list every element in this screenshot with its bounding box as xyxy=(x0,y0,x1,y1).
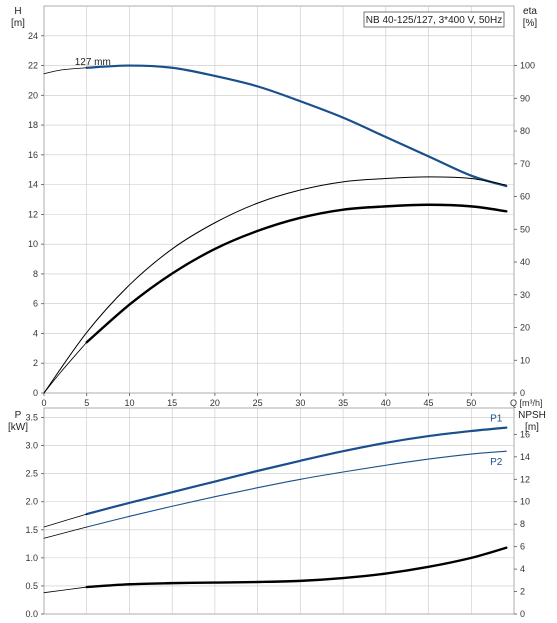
right-tick-label: 6 xyxy=(520,542,525,552)
left-tick-label: 22 xyxy=(28,61,38,71)
chart-title: NB 40-125/127, 3*400 V, 50Hz xyxy=(366,15,502,26)
right-tick-label: 12 xyxy=(520,474,530,484)
x-tick-label: 20 xyxy=(210,398,220,408)
series-line-2 xyxy=(43,176,507,394)
series-line-5 xyxy=(43,586,88,594)
left-tick-label: 6 xyxy=(33,299,38,309)
x-tick-label: 25 xyxy=(253,398,263,408)
left-tick-label: 2.5 xyxy=(25,469,38,479)
top-panel: 0246810121416182022240102030405060708090… xyxy=(11,5,543,408)
left-tick-label: 24 xyxy=(28,31,38,41)
series-label-p1: P1 xyxy=(490,414,503,425)
series-label-p2: P2 xyxy=(490,457,503,468)
left-tick-label: 10 xyxy=(28,239,38,249)
plot-frame xyxy=(43,407,515,615)
right-tick-label: 2 xyxy=(520,587,525,597)
left-tick-label: 0 xyxy=(33,388,38,398)
series-line-2 xyxy=(43,513,88,528)
series-line-3 xyxy=(43,526,88,539)
left-tick-label: 18 xyxy=(28,120,38,130)
left-tick-label: 20 xyxy=(28,90,38,100)
left-axis-unit: [m] xyxy=(11,18,25,29)
right-tick-label: 80 xyxy=(520,126,530,136)
right-tick-label: 40 xyxy=(520,257,530,267)
left-tick-label: 16 xyxy=(28,150,38,160)
left-tick-label: 3.5 xyxy=(25,413,38,423)
left-tick-label: 1.5 xyxy=(25,525,38,535)
x-tick-label: 35 xyxy=(338,398,348,408)
series-line-p1 xyxy=(85,426,508,516)
right-tick-label: 0 xyxy=(520,609,525,619)
right-tick-label: 70 xyxy=(520,159,530,169)
bottom-panel: 0.0 0.5 1.0 1.5 2.0 2.5 3.0 3.5 0 2 4 6 8 10 12 14 16 P[k… xyxy=(8,407,546,619)
left-tick-label: 8 xyxy=(33,269,38,279)
x-tick-label: 15 xyxy=(167,398,177,408)
right-tick-label: 50 xyxy=(520,224,530,234)
series-line-127-mm xyxy=(85,64,508,188)
left-axis-label: H xyxy=(14,6,21,17)
right-axis-label: NPSH xyxy=(518,410,546,421)
x-tick-label: 40 xyxy=(381,398,391,408)
right-tick-label: 0 xyxy=(520,388,525,398)
right-tick-label: 60 xyxy=(520,192,530,202)
left-tick-label: 4 xyxy=(33,328,38,338)
right-tick-label: 20 xyxy=(520,323,530,333)
right-tick-label: 4 xyxy=(520,564,525,574)
left-tick-label: 0.0 xyxy=(25,609,38,619)
left-axis-label: P xyxy=(15,410,22,421)
left-tick-label: 3.0 xyxy=(25,441,38,451)
left-tick-label: 14 xyxy=(28,180,38,190)
x-tick-label: 10 xyxy=(124,398,134,408)
right-tick-label: 10 xyxy=(520,497,530,507)
right-tick-label: 100 xyxy=(520,61,535,71)
right-axis-unit: [m] xyxy=(525,422,539,433)
left-tick-label: 2 xyxy=(33,358,38,368)
series-line-1 xyxy=(43,67,88,75)
x-axis-label: Q [m³/h] xyxy=(510,398,543,408)
right-tick-label: 10 xyxy=(520,355,530,365)
right-tick-label: 14 xyxy=(520,452,530,462)
x-tick-label: 45 xyxy=(424,398,434,408)
right-tick-label: 30 xyxy=(520,290,530,300)
series-line-4 xyxy=(85,546,508,589)
right-axis-label: eta xyxy=(523,6,537,17)
series-line-3 xyxy=(85,203,508,344)
x-tick-label: 30 xyxy=(295,398,305,408)
series-line-4 xyxy=(43,341,88,394)
left-tick-label: 1.0 xyxy=(25,553,38,563)
title-box xyxy=(363,11,505,28)
right-tick-label: 90 xyxy=(520,93,530,103)
x-tick-label: 0 xyxy=(41,398,46,408)
right-tick-label: 8 xyxy=(520,519,525,529)
left-axis-unit: [kW] xyxy=(8,422,28,433)
x-tick-label: 50 xyxy=(466,398,476,408)
left-tick-label: 0.5 xyxy=(25,581,38,591)
series-label-127-mm: 127 mm xyxy=(75,57,111,68)
right-axis-unit: [%] xyxy=(523,18,538,29)
series-line-p2 xyxy=(86,450,507,528)
plot-frame xyxy=(43,5,515,394)
right-tick-label: 16 xyxy=(520,429,530,439)
left-tick-label: 12 xyxy=(28,209,38,219)
x-tick-label: 5 xyxy=(84,398,89,408)
left-tick-label: 2.0 xyxy=(25,497,38,507)
